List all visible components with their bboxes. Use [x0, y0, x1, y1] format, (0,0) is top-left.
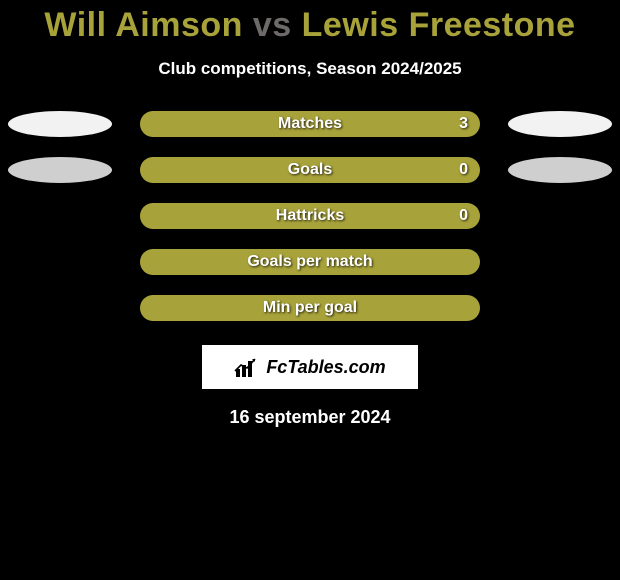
date-label: 16 september 2024	[0, 407, 620, 428]
stat-bar: Min per goal	[140, 295, 480, 321]
stat-bar: Goals 0	[140, 157, 480, 183]
ellipse-left	[8, 111, 112, 137]
title-vs: vs	[253, 6, 292, 44]
stat-label: Hattricks	[276, 207, 344, 225]
stat-value: 0	[459, 161, 468, 179]
stat-bar: Goals per match	[140, 249, 480, 275]
ellipse-right	[508, 111, 612, 137]
title-player1: Will Aimson	[44, 6, 243, 44]
stat-value: 0	[459, 207, 468, 225]
stat-label: Goals per match	[247, 253, 372, 271]
stats-bars: Matches 3 Goals 0 Hattricks 0 Goals per match M…	[0, 111, 620, 321]
ellipse-left	[8, 157, 112, 183]
stat-label: Goals	[288, 161, 332, 179]
stat-row: Hattricks 0	[0, 203, 620, 229]
stat-value: 3	[459, 115, 468, 133]
ellipse-right	[508, 157, 612, 183]
stat-row: Goals 0	[0, 157, 620, 183]
stat-row: Goals per match	[0, 249, 620, 275]
logo-box: FcTables.com	[202, 345, 418, 389]
subtitle: Club competitions, Season 2024/2025	[0, 59, 620, 79]
page-title: Will Aimson vs Lewis Freestone	[0, 0, 620, 45]
stat-label: Min per goal	[263, 299, 357, 317]
stat-label: Matches	[278, 115, 342, 133]
stat-bar: Hattricks 0	[140, 203, 480, 229]
bar-chart-icon	[234, 357, 260, 377]
stat-row: Matches 3	[0, 111, 620, 137]
stat-bar: Matches 3	[140, 111, 480, 137]
title-player2: Lewis Freestone	[302, 6, 576, 44]
stat-row: Min per goal	[0, 295, 620, 321]
logo-text: FcTables.com	[266, 357, 385, 378]
